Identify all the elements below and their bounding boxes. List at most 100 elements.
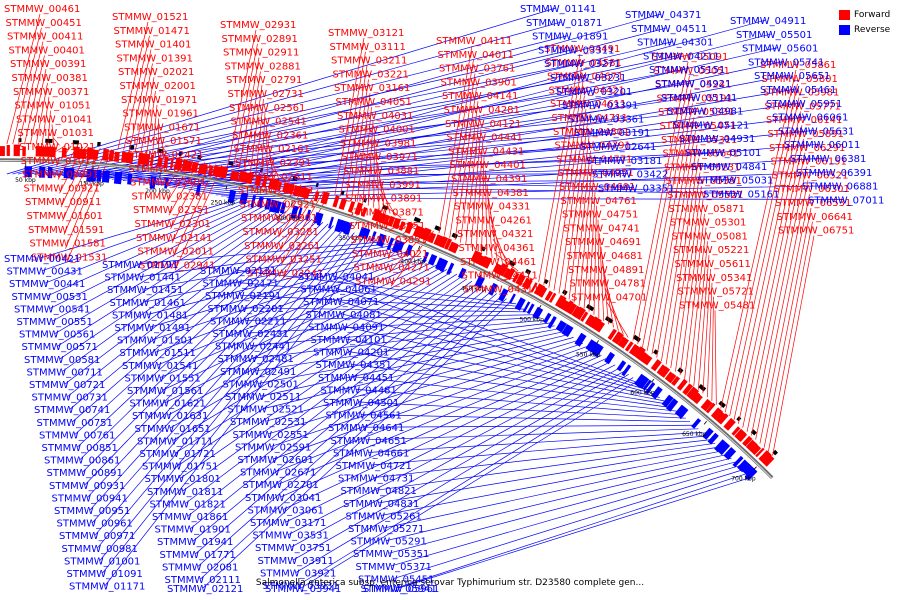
ruler-tick (355, 221, 358, 226)
ruler-label: 650 kbp (682, 431, 707, 438)
forward-gene-block (745, 439, 758, 452)
reverse-gene-block (744, 467, 758, 481)
forward-leader-line (249, 85, 263, 172)
forward-gene-block (169, 158, 174, 169)
forward-gene-label: STMMW_04681 (567, 251, 643, 262)
forward-gene-block (593, 320, 605, 333)
reverse-gene-label: STMMW_04481 (321, 385, 397, 396)
forward-gene-block (404, 221, 414, 234)
reverse-gene-label: STMMW_05101 (685, 148, 761, 159)
reverse-gene-block (113, 171, 123, 185)
forward-gene-label: STMMW_04111 (436, 36, 512, 47)
forward-gene-block (676, 378, 688, 391)
forward-gene-block (254, 175, 262, 187)
reverse-leader-line (183, 74, 791, 190)
forward-gene-label: STMMW_03901 (441, 77, 517, 88)
reverse-leader-line (44, 201, 249, 284)
forward-gene-label: STMMW_00921 (24, 183, 100, 194)
reverse-leader-line (341, 313, 656, 395)
reverse-gene-block (446, 262, 455, 275)
gc-mark (97, 141, 101, 147)
reverse-leader-line (161, 19, 767, 186)
forward-gene-label: STMMW_01021 (19, 142, 95, 153)
forward-gene-label: STMMW_04051 (336, 97, 412, 108)
reverse-gene-label: STMMW_05371 (356, 562, 432, 573)
reverse-gene-label: STMMW_01751 (142, 462, 218, 473)
reverse-gene-label: STMMW_04091 (308, 322, 384, 333)
forward-gene-block (580, 311, 589, 322)
forward-leader-line (41, 96, 50, 145)
reverse-gene-label: STMMW_03311 (538, 45, 614, 56)
forward-gene-label: STMMW_04141 (442, 91, 518, 102)
reverse-leader-line (278, 352, 597, 485)
reverse-gene-label: STMMW_04081 (306, 310, 382, 321)
reverse-gene-label: STMMW_02491 (220, 367, 296, 378)
forward-leader-line (578, 164, 593, 306)
forward-gene-block (191, 161, 199, 173)
reverse-leader-line (170, 269, 448, 429)
forward-gene-label: STMMW_02421 (127, 150, 203, 161)
reverse-gene-label: STMMW_04211 (643, 51, 719, 62)
forward-gene-block (731, 426, 741, 436)
reverse-leader-line (361, 414, 690, 423)
forward-gene-label: STMMW_01581 (30, 239, 106, 250)
forward-leader-line (605, 288, 624, 335)
forward-gene-label: STMMW_04611 (550, 99, 626, 110)
forward-gene-label: STMMW_04121 (445, 119, 521, 130)
forward-gene-label: STMMW_01961 (123, 109, 199, 120)
forward-gene-label: STMMW_00401 (9, 45, 85, 56)
reverse-gene-label: STMMW_04041 (298, 272, 374, 283)
forward-gene-label: STMMW_05341 (676, 273, 752, 284)
reverse-gene-label: STMMW_04911 (730, 16, 806, 27)
reverse-gene-block (723, 447, 737, 460)
reverse-leader-line (383, 454, 728, 529)
forward-gene-label: STMMW_04381 (453, 188, 529, 199)
forward-gene-label: STMMW_04421 (549, 85, 625, 96)
forward-leader-line (134, 63, 153, 152)
forward-leader-line (729, 97, 800, 417)
forward-leader-line (714, 310, 717, 405)
reverse-gene-block (47, 166, 53, 179)
forward-leader-line (375, 148, 380, 210)
forward-gene-block (737, 432, 748, 442)
forward-gene-block (338, 198, 347, 210)
reverse-gene-label: STMMW_02601 (238, 455, 314, 466)
forward-gene-label: STMMW_04321 (457, 229, 533, 240)
reverse-gene-label: STMMW_05141 (661, 93, 737, 104)
forward-leader-line (47, 110, 51, 145)
forward-gene-label: STMMW_00411 (7, 32, 83, 43)
forward-leader-line (702, 268, 711, 394)
forward-gene-label: STMMW_02541 (231, 117, 307, 128)
forward-leader-line (159, 132, 165, 156)
reverse-leader-line (260, 331, 565, 397)
reverse-gene-block (718, 442, 731, 456)
forward-gene-block (383, 214, 391, 226)
reverse-gene-label: STMMW_01561 (127, 386, 203, 397)
reverse-leader-line (188, 88, 797, 191)
forward-gene-label: STMMW_05301 (670, 218, 746, 229)
reverse-gene-label: STMMW_00851 (42, 443, 118, 454)
forward-gene-label: STMMW_04751 (562, 210, 638, 221)
ruler-label: 300 kbp (275, 215, 300, 222)
forward-gene-label: STMMW_02361 (232, 130, 308, 141)
forward-leader-line (665, 158, 699, 365)
reverse-gene-block (532, 306, 544, 320)
reverse-gene-label: STMMW_03181 (586, 156, 662, 167)
forward-gene-label: STMMW_05391 (666, 176, 742, 187)
ruler-label: 400 kbp (400, 258, 425, 265)
reverse-gene-block (370, 231, 377, 242)
reverse-gene-block (634, 373, 648, 388)
reverse-leader-line (102, 237, 371, 574)
forward-leader-line (152, 104, 158, 154)
forward-gene-block (51, 147, 56, 158)
forward-leader-line (53, 137, 60, 146)
reverse-gene-label: STMMW_02701 (243, 480, 319, 491)
reverse-gene-block (70, 168, 75, 180)
reverse-gene-label: STMMW_00861 (44, 456, 120, 467)
forward-leader-line (281, 190, 325, 265)
gc-mark (508, 260, 516, 267)
reverse-gene-block (164, 178, 169, 189)
reverse-gene-label: STMMW_05741 (748, 57, 824, 68)
forward-gene-label: STMMW_03251 (246, 255, 322, 266)
reverse-leader-line (52, 205, 265, 322)
